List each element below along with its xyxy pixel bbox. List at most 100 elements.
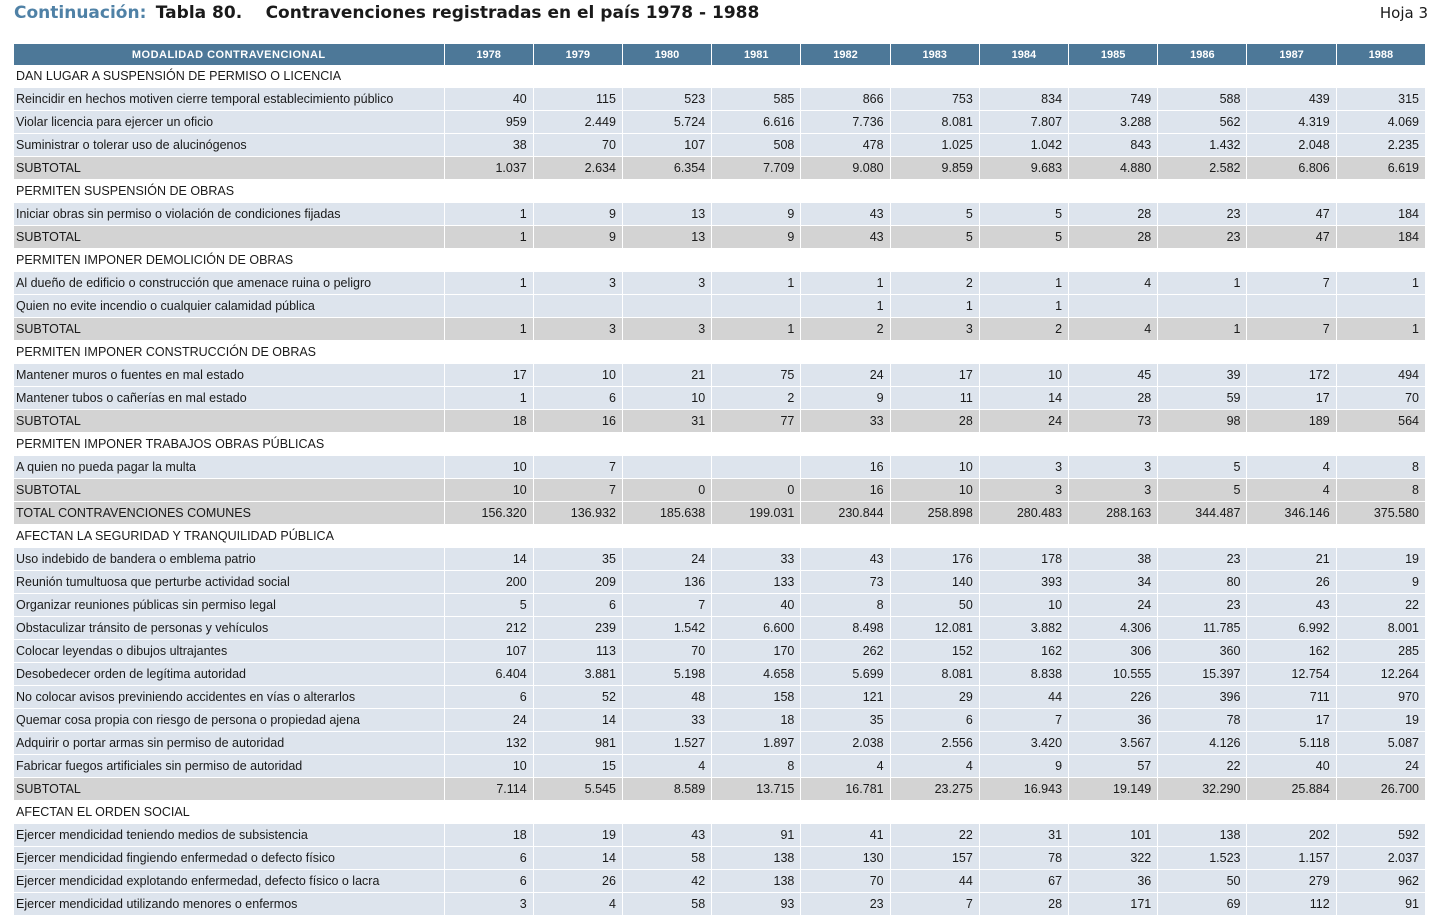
table-row: Suministrar o tolerar uso de alucinógeno… (14, 133, 1427, 157)
value-cell: 564 (1336, 409, 1427, 433)
value-cell: 4.658 (711, 662, 802, 686)
table-body: DAN LUGAR A SUSPENSIÓN DE PERMISO O LICE… (14, 65, 1427, 916)
value-cell: 585 (711, 87, 802, 111)
value-cell: 13.715 (711, 777, 802, 801)
value-cell: 10 (622, 386, 713, 410)
subtotal-row: SUBTOTAL 1.037 2.634 6.354 7.709 9.080 9.859 9.… (14, 156, 1427, 180)
value-cell: 834 (979, 87, 1070, 111)
value-cell: 6.616 (711, 110, 802, 134)
table-header-row: MODALIDAD CONTRAVENCIONAL 1978 1979 1980 198… (14, 44, 1427, 65)
value-cell: 26 (1246, 570, 1337, 594)
value-cell: 16 (533, 409, 623, 433)
value-cell: 107 (444, 639, 534, 663)
value-cell: 1 (444, 271, 534, 295)
value-cell: 13 (622, 202, 713, 226)
value-cell: 140 (890, 570, 980, 594)
value-cell: 59 (1157, 386, 1248, 410)
value-cell: 262 (800, 639, 891, 663)
value-cell: 178 (979, 547, 1070, 571)
value-cell: 25.884 (1246, 777, 1337, 801)
value-cell: 8.081 (890, 662, 980, 686)
column-header-year: 1986 (1157, 44, 1248, 65)
column-header-year: 1988 (1336, 44, 1427, 65)
value-cell: 12.264 (1336, 662, 1427, 686)
value-cell (1157, 294, 1248, 318)
value-cell: 24 (800, 363, 891, 387)
value-cell: 6.404 (444, 662, 534, 686)
value-cell: 50 (890, 593, 980, 617)
row-label: Fabricar fuegos artificiales sin permiso… (14, 754, 445, 778)
value-cell: 0 (711, 478, 802, 502)
value-cell: 4 (1068, 271, 1159, 295)
value-cell: 5 (890, 202, 980, 226)
value-cell: 21 (622, 363, 713, 387)
value-cell: 31 (622, 409, 713, 433)
section-label: PERMITEN IMPONER TRABAJOS OBRAS PÚBLICAS (14, 432, 1426, 456)
value-cell: 34 (1068, 570, 1159, 594)
value-cell: 202 (1246, 823, 1337, 847)
value-cell: 16.781 (800, 777, 891, 801)
table-row: Uso indebido de bandera o emblema patrio… (14, 547, 1427, 571)
value-cell: 288.163 (1068, 501, 1159, 525)
value-cell: 749 (1068, 87, 1159, 111)
value-cell: 33 (800, 409, 891, 433)
value-cell: 1 (1336, 271, 1427, 295)
value-cell: 1 (444, 386, 534, 410)
value-cell: 35 (800, 708, 891, 732)
value-cell: 70 (800, 869, 891, 893)
value-cell: 1 (800, 294, 891, 318)
value-cell: 280.483 (979, 501, 1070, 525)
value-cell: 0 (622, 478, 713, 502)
value-cell: 42 (622, 869, 713, 893)
value-cell: 315 (1336, 87, 1427, 111)
value-cell: 189 (1246, 409, 1337, 433)
value-cell: 2.038 (800, 731, 891, 755)
value-cell: 7 (890, 892, 980, 916)
value-cell: 47 (1246, 225, 1337, 249)
value-cell: 58 (622, 846, 713, 870)
value-cell (1336, 294, 1427, 318)
table-number: Tabla 80. (155, 3, 243, 23)
value-cell: 1 (711, 271, 802, 295)
row-label: Al dueño de edificio o construcción que … (14, 271, 445, 295)
value-cell: 200 (444, 570, 534, 594)
table-row: A quien no pueda pagar la multa 10 7 16 10 3 3… (14, 455, 1427, 479)
value-cell: 14 (979, 386, 1070, 410)
value-cell: 10 (890, 455, 980, 479)
value-cell: 2 (979, 317, 1070, 341)
value-cell: 5.699 (800, 662, 891, 686)
value-cell: 5 (1157, 478, 1248, 502)
section-label: PERMITEN IMPONER CONSTRUCCIÓN DE OBRAS (14, 340, 1426, 364)
value-cell: 3 (1068, 478, 1159, 502)
value-cell: 5 (444, 593, 534, 617)
page-title: Continuación: Tabla 80. Contravenciones … (14, 2, 759, 24)
value-cell: 3.882 (979, 616, 1070, 640)
value-cell: 3.288 (1068, 110, 1159, 134)
table-row: Reincidir en hechos motiven cierre tempo… (14, 87, 1427, 111)
value-cell: 1 (1336, 317, 1427, 341)
section-header-row: AFECTAN EL ORDEN SOCIAL (14, 800, 1426, 824)
value-cell: 5.198 (622, 662, 713, 686)
value-cell: 2.037 (1336, 846, 1427, 870)
value-cell: 346.146 (1246, 501, 1337, 525)
value-cell: 4.319 (1246, 110, 1337, 134)
row-label: Mantener muros o fuentes en mal estado (14, 363, 445, 387)
value-cell: 3 (622, 271, 713, 295)
value-cell: 176 (890, 547, 980, 571)
value-cell: 40 (1246, 754, 1337, 778)
value-cell: 375.580 (1336, 501, 1427, 525)
value-cell: 10 (890, 478, 980, 502)
value-cell: 18 (444, 823, 534, 847)
table-row: Obstaculizar tránsito de personas y vehí… (14, 616, 1427, 640)
value-cell: 21 (1246, 547, 1337, 571)
value-cell (622, 455, 713, 479)
value-cell: 33 (711, 547, 802, 571)
value-cell: 4.069 (1336, 110, 1427, 134)
value-cell: 4 (890, 754, 980, 778)
value-cell: 1 (444, 202, 534, 226)
row-label: Ejercer mendicidad utilizando menores o … (14, 892, 445, 916)
value-cell: 17 (1246, 386, 1337, 410)
value-cell: 67 (979, 869, 1070, 893)
table-row: Fabricar fuegos artificiales sin permiso… (14, 754, 1427, 778)
